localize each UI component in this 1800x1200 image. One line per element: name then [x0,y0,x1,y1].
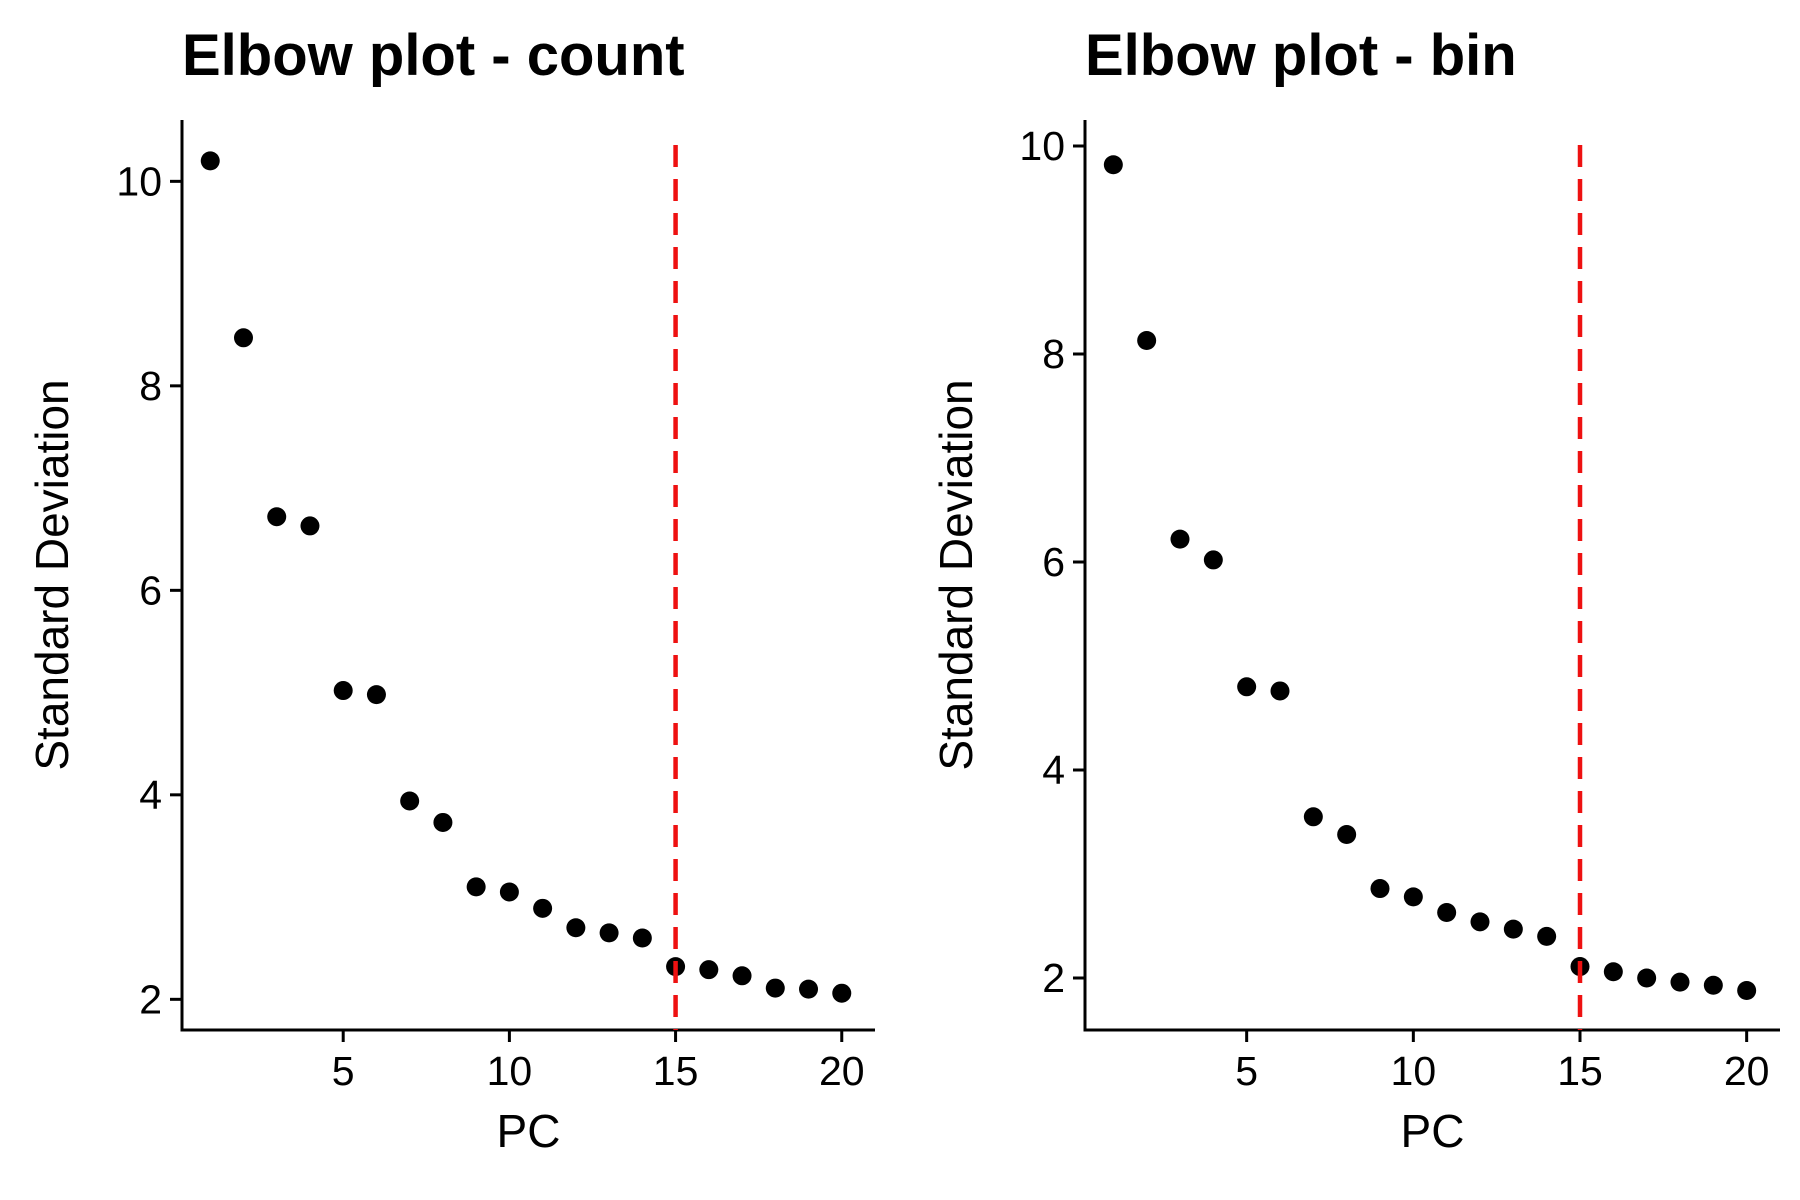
chart-title: Elbow plot - count [182,23,685,88]
data-point [632,928,652,948]
x-tick-label: 20 [819,1048,865,1094]
data-point [1403,887,1423,907]
x-tick-label: 10 [487,1048,533,1094]
data-point [533,898,553,918]
data-point [566,918,586,938]
data-point [1503,919,1523,939]
data-point [1670,972,1690,992]
count-elbow-panel: Elbow plot - count 2 4 6 8 10 5 10 15 20 PC Standar… [26,23,875,1157]
data-point [1137,330,1157,350]
data-point [233,328,253,348]
data-point [599,923,619,943]
data-point [499,882,519,902]
data-point [1703,975,1723,995]
x-tick-label: 5 [332,1048,355,1094]
data-point [466,877,486,897]
y-tick-label: 10 [116,158,162,204]
x-tick-label: 15 [1557,1048,1603,1094]
y-tick-label: 8 [1042,331,1065,377]
y-tick-label: 4 [139,772,162,818]
data-point [267,507,287,527]
x-tick-label: 15 [653,1048,699,1094]
data-point [1270,681,1290,701]
y-tick-label: 10 [1019,123,1065,169]
data-point [400,791,420,811]
bin-elbow-panel: Elbow plot - bin 2 4 6 8 10 5 10 15 20 PC Standard … [930,23,1780,1157]
data-point [1203,550,1223,570]
data-point [1303,807,1323,827]
y-tick-label: 2 [1042,955,1065,1001]
x-tick-label: 20 [1724,1048,1770,1094]
y-tick-label: 8 [139,363,162,409]
x-axis-title: PC [1401,1105,1465,1157]
data-point [1237,677,1257,697]
data-point [1603,962,1623,982]
data-point [699,960,719,980]
data-point [1737,980,1757,1000]
y-tick-label: 6 [1042,539,1065,585]
data-point [333,681,353,701]
data-point [732,966,752,986]
data-point [1370,879,1390,899]
y-tick-label: 2 [139,976,162,1022]
y-axis-title: Standard Deviation [930,379,982,770]
data-point [200,151,220,171]
y-tick-label: 6 [139,567,162,613]
data-point [1470,912,1490,932]
x-tick-label: 10 [1391,1048,1437,1094]
data-point [832,983,852,1003]
data-point [433,812,453,832]
y-tick-label: 4 [1042,747,1065,793]
x-tick-label: 5 [1235,1048,1258,1094]
data-point [1170,529,1190,549]
data-point [765,978,785,998]
data-point [1337,824,1357,844]
data-point [300,516,320,536]
data-point [1103,155,1123,175]
data-point [799,979,819,999]
x-axis-title: PC [497,1105,561,1157]
data-point [1437,902,1457,922]
data-point [1537,926,1557,946]
chart-title: Elbow plot - bin [1085,23,1517,88]
data-point [366,685,386,705]
data-point [1637,968,1657,988]
y-axis-title: Standard Deviation [26,379,78,770]
